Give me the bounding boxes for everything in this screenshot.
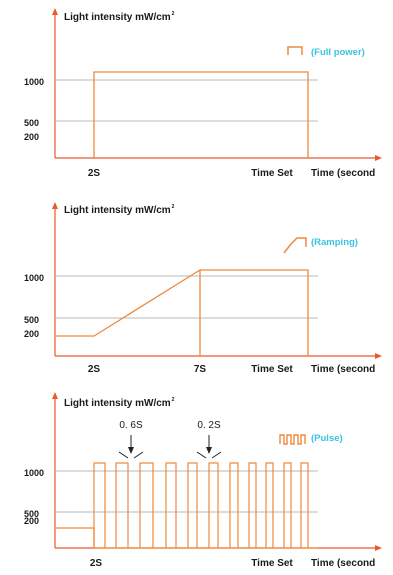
pulse-annotation: 0. 6S xyxy=(119,420,143,431)
pulse-trace xyxy=(208,462,219,548)
y-tick-label: 200 xyxy=(24,329,39,339)
pulse-trace xyxy=(165,462,177,548)
y-axis-arrow xyxy=(52,202,58,209)
x-tick-label: Time Set xyxy=(251,558,293,569)
x-axis-arrow xyxy=(375,545,382,551)
y-tick-label: 200 xyxy=(24,132,39,142)
pulse-trace xyxy=(248,462,257,548)
pulse-trace xyxy=(283,462,292,548)
y-axis-arrow xyxy=(52,8,58,15)
x-axis-arrow xyxy=(375,155,382,161)
intensity-trace xyxy=(55,268,201,356)
y-tick-label: 1000 xyxy=(24,468,44,478)
y-tick-label: 1000 xyxy=(24,77,44,87)
intensity-trace xyxy=(200,269,309,356)
pulse-trace xyxy=(187,462,198,548)
annotation-bracket xyxy=(196,451,207,459)
pulse-trace xyxy=(265,462,274,548)
pulse-trace xyxy=(300,462,309,548)
y-tick-label: 200 xyxy=(24,516,39,526)
annotation-bracket xyxy=(118,451,129,459)
x-tick-label: 7S xyxy=(194,364,207,375)
y-axis-title: Light intensity mW/cm xyxy=(64,12,171,23)
x-axis-title: Time (second xyxy=(311,558,375,569)
x-tick-label: 2S xyxy=(90,558,103,569)
y-tick-label: 500 xyxy=(24,315,39,325)
x-axis-title: Time (second xyxy=(311,168,375,179)
pulse-legend-icon xyxy=(279,434,306,445)
pulse-trace xyxy=(139,462,154,548)
y-tick-label: 500 xyxy=(24,118,39,128)
pulse-annotation: 0. 2S xyxy=(197,420,221,431)
chart-panel-1: Light intensity mW/cm 2 1000 500 200 2S Time S… xyxy=(24,8,382,179)
x-tick-label: 2S xyxy=(88,168,101,179)
x-axis-arrow xyxy=(375,353,382,359)
y-axis-title-superscript: 2 xyxy=(172,397,175,403)
pulse-trace xyxy=(115,462,129,548)
legend-label: (Pulse) xyxy=(311,433,343,444)
y-axis-title: Light intensity mW/cm xyxy=(64,205,171,216)
y-tick-label: 1000 xyxy=(24,273,44,283)
pulse-trace xyxy=(229,462,239,548)
y-tick-label: 500 xyxy=(24,509,39,519)
full-power-legend-icon xyxy=(287,46,303,55)
y-axis-title: Light intensity mW/cm xyxy=(64,398,171,409)
x-tick-label: 2S xyxy=(88,364,101,375)
legend-label: (Ramping) xyxy=(311,237,358,248)
legend-label: (Full power) xyxy=(311,47,365,58)
y-axis-arrow xyxy=(52,392,58,399)
x-axis-title: Time (second xyxy=(311,364,375,375)
y-axis-title-superscript: 2 xyxy=(172,204,175,210)
ramping-legend-icon xyxy=(283,237,307,254)
x-tick-label: Time Set xyxy=(251,168,293,179)
x-tick-label: Time Set xyxy=(251,364,293,375)
annotation-arrow-head xyxy=(128,447,134,454)
annotation-bracket xyxy=(211,451,222,459)
annotation-arrow-head xyxy=(206,447,212,454)
intensity-trace xyxy=(93,71,309,158)
y-axis-title-superscript: 2 xyxy=(172,11,175,17)
chart-panel-2: Light intensity mW/cm 2 1000 500 200 2S 7S Time… xyxy=(24,202,382,375)
annotation-bracket xyxy=(133,451,144,459)
pulse-trace xyxy=(93,462,106,548)
intensity-trace xyxy=(55,527,95,548)
